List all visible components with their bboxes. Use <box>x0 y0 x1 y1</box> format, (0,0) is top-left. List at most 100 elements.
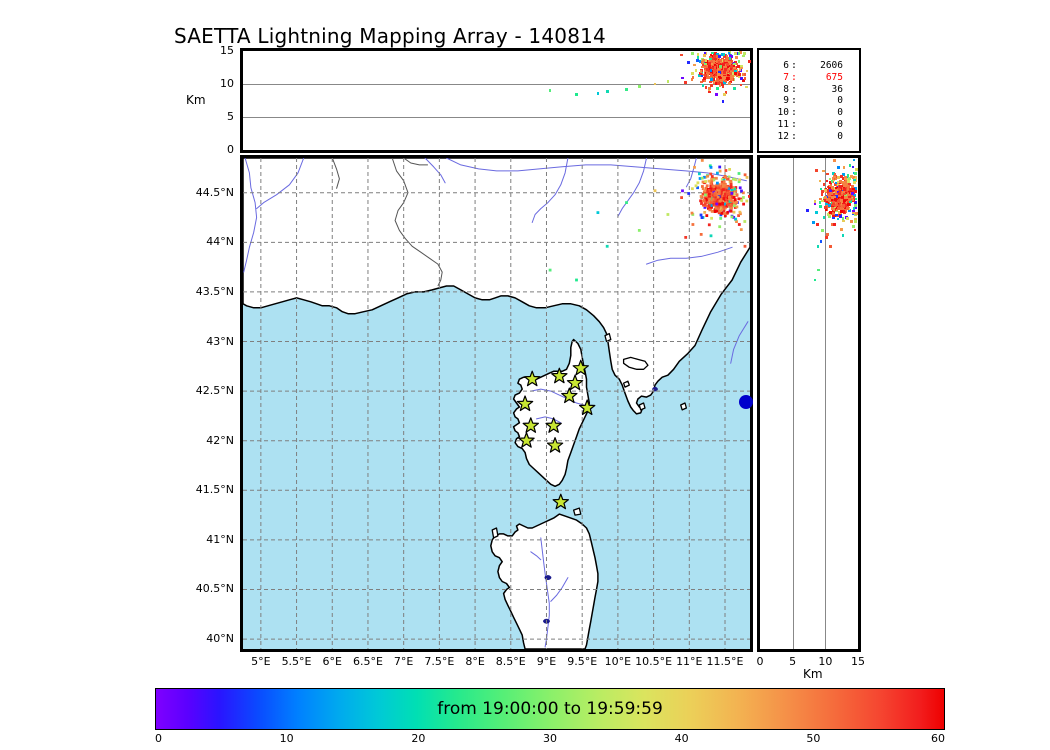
lightning-source-point <box>637 85 641 88</box>
lightning-source-point <box>722 53 726 56</box>
lightning-source-point <box>822 182 826 186</box>
longitude-tick: 6.5°E <box>352 655 383 668</box>
lightning-source-point <box>824 208 828 212</box>
gridline-alt-5-right <box>792 158 794 649</box>
lightning-source-point <box>851 165 855 169</box>
lightning-source-point <box>822 216 826 219</box>
lightning-source-point <box>705 75 708 79</box>
lightning-source-point <box>729 78 733 81</box>
lightning-source-point <box>743 72 747 76</box>
lightning-source-point <box>841 184 845 188</box>
source-count-stations: 9 <box>783 95 789 107</box>
source-count-table: 6: 2606 7: 675 8: 36 9: 0 10: 0 11: 0 12: 0 <box>767 60 843 143</box>
station-marker <box>561 387 578 404</box>
longitude-tick: 10.5°E <box>635 655 673 668</box>
lightning-source-point <box>835 195 838 198</box>
lightning-source-point <box>853 172 857 175</box>
lightning-source-point <box>735 56 738 60</box>
colorbar-tick: 60 <box>931 732 945 745</box>
lightning-source-point <box>723 75 726 79</box>
lightning-source-point <box>833 193 836 196</box>
lightning-source-point <box>831 190 835 193</box>
lightning-source-point <box>723 59 726 63</box>
lightning-source-point <box>831 186 835 189</box>
lightning-source-point <box>693 63 696 67</box>
lightning-source-point <box>845 200 848 203</box>
lightning-source-point <box>833 206 836 210</box>
latitude-tick: 42°N <box>206 433 234 447</box>
lightning-source-point <box>716 67 720 70</box>
lightning-source-point <box>825 179 829 183</box>
colorbar-tick: 30 <box>543 732 557 745</box>
lightning-source-point <box>830 223 834 226</box>
colorbar-tick: 20 <box>411 732 426 745</box>
lightning-source-point <box>854 201 857 204</box>
lightning-source-point <box>680 53 683 57</box>
lightning-source-point <box>821 229 825 232</box>
source-count-row: 6: 2606 <box>767 60 843 72</box>
lightning-source-point <box>714 64 718 68</box>
lightning-source-point <box>735 69 739 73</box>
lightning-source-point <box>737 60 741 64</box>
lightning-source-point <box>728 82 732 86</box>
lightning-source-point <box>716 58 720 61</box>
source-count-stations: 7 <box>783 71 789 83</box>
lightning-source-point <box>833 177 837 180</box>
lightning-source-point <box>846 193 850 197</box>
lightning-source-point <box>701 65 705 69</box>
lightning-source-point <box>737 73 741 77</box>
longitude-tick: 8°E <box>465 655 485 668</box>
lightning-source-point <box>605 89 609 93</box>
colorbar-tick: 50 <box>806 732 821 745</box>
lightning-source-point <box>718 62 721 66</box>
lightning-source-point <box>846 191 850 195</box>
lightning-source-point <box>722 92 726 96</box>
lightning-source-point <box>707 69 711 73</box>
lightning-source-point <box>710 54 714 58</box>
lightning-source-point <box>846 174 850 177</box>
lightning-source-point <box>718 59 722 63</box>
lightning-source-point <box>743 52 747 55</box>
station-markers <box>516 359 596 510</box>
lightning-source-point <box>819 205 823 208</box>
lightning-source-point <box>710 66 714 70</box>
lightning-source-point <box>707 62 711 65</box>
lightning-source-point <box>725 59 729 63</box>
lightning-source-point <box>548 89 552 92</box>
lightning-source-point <box>701 79 705 82</box>
lightning-source-point <box>825 202 829 206</box>
lightning-source-point <box>720 73 724 77</box>
lightning-source-point <box>833 223 836 226</box>
lightning-source-point <box>687 61 691 64</box>
lightning-source-point <box>699 71 702 75</box>
lightning-source-point <box>848 209 851 212</box>
longitude-tick: 9°E <box>536 655 557 668</box>
lightning-source-point <box>717 82 720 85</box>
source-count-row: 12: 0 <box>767 131 843 143</box>
lightning-source-point <box>730 55 734 58</box>
altitude-axis-label-top: Km <box>186 93 206 107</box>
lightning-source-point <box>813 200 817 204</box>
lightning-source-point <box>842 172 845 176</box>
lightning-source-point <box>828 193 832 196</box>
latitude-tick: 40°N <box>206 632 234 646</box>
latitude-tick: 40.5°N <box>195 582 234 596</box>
source-count-separator: : <box>791 71 797 83</box>
lightning-source-point <box>848 176 851 180</box>
lightning-source-point <box>831 176 835 180</box>
lightning-source-point <box>841 234 845 238</box>
lightning-source-point <box>694 69 698 73</box>
lightning-source-point <box>834 209 838 213</box>
lightning-source-point <box>702 63 705 67</box>
lightning-source-point <box>829 186 833 189</box>
lightning-source-point <box>713 68 716 72</box>
lightning-source-point <box>826 213 830 216</box>
lightning-source-point <box>855 212 859 216</box>
lightning-source-point <box>836 207 840 211</box>
lightning-source-point <box>830 192 833 196</box>
lightning-source-point <box>703 54 707 57</box>
lightning-source-point <box>708 72 711 76</box>
lightning-source-point <box>851 185 855 188</box>
source-count-value: 0 <box>837 107 843 119</box>
colorbar[interactable]: from 19:00:00 to 19:59:59 0 10 20 30 40 50 60 <box>155 688 945 745</box>
